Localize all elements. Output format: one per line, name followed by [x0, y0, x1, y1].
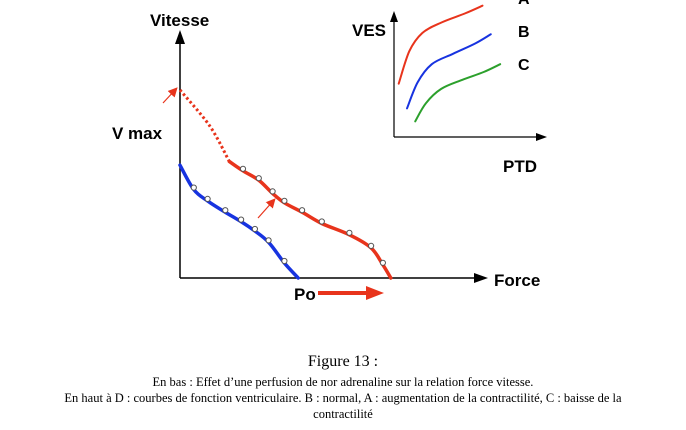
curve-a: [397, 4, 484, 85]
blue-data-point: [265, 237, 272, 244]
caption-line-3: contractilité: [313, 407, 373, 421]
blue-data-point: [222, 207, 229, 214]
inset-series-layer: A BC: [397, 0, 530, 123]
inset-y-label: VES: [352, 21, 386, 40]
inset-x-axis-arrowhead: [536, 133, 547, 141]
main-y-axis-arrowhead: [175, 30, 185, 44]
curve-label-c: C: [518, 57, 530, 74]
main-x-axis-arrowhead: [474, 273, 488, 283]
blue-data-point: [281, 257, 288, 265]
caption-title: Figure 13 :: [307, 353, 379, 370]
curve-c: [414, 63, 502, 123]
shift-arrow: [257, 198, 276, 219]
po-label: Po: [294, 285, 316, 304]
red-data-point: [318, 218, 325, 225]
blue-data-point: [190, 184, 197, 191]
main-series-layer: [178, 89, 393, 280]
inset-y-axis-arrowhead: [390, 11, 398, 22]
red-data-point: [379, 259, 386, 266]
caption-line-1: En bas : Effet d’une perfusion de nor ad…: [152, 375, 534, 389]
inset-x-label: PTD: [503, 157, 537, 176]
force-velocity-figure: Vitesse Force V max Po VES PTD A BC: [112, 0, 547, 304]
blue-data-point: [238, 216, 245, 223]
red-force-velocity-curve: [227, 159, 393, 280]
inset-chart: VES PTD A BC: [352, 0, 547, 176]
red-data-point: [269, 188, 276, 195]
po-shift-arrow: [318, 286, 384, 300]
red-data-point: [239, 165, 247, 172]
red-data-point: [255, 175, 262, 182]
blue-data-point: [204, 195, 211, 202]
main-chart: Vitesse Force V max Po: [112, 11, 540, 304]
main-y-label: Vitesse: [150, 11, 209, 30]
red-data-point: [281, 197, 288, 204]
red-data-point: [299, 207, 306, 214]
red-data-point: [346, 229, 353, 236]
blue-data-point: [251, 225, 258, 233]
curve-label-a: A: [518, 0, 530, 8]
vmax-arrow: [162, 87, 178, 104]
curve-label-b: B: [518, 24, 530, 41]
red-curve-extrapolation: [178, 89, 231, 163]
caption-line-2: En haut à D : courbes de fonction ventri…: [64, 391, 622, 405]
vmax-label: V max: [112, 124, 163, 143]
main-x-label: Force: [494, 271, 540, 290]
red-data-point: [368, 242, 375, 249]
curve-b: [406, 33, 492, 110]
figure-caption: Figure 13 : En bas : Effet d’une perfusi…: [0, 352, 686, 422]
